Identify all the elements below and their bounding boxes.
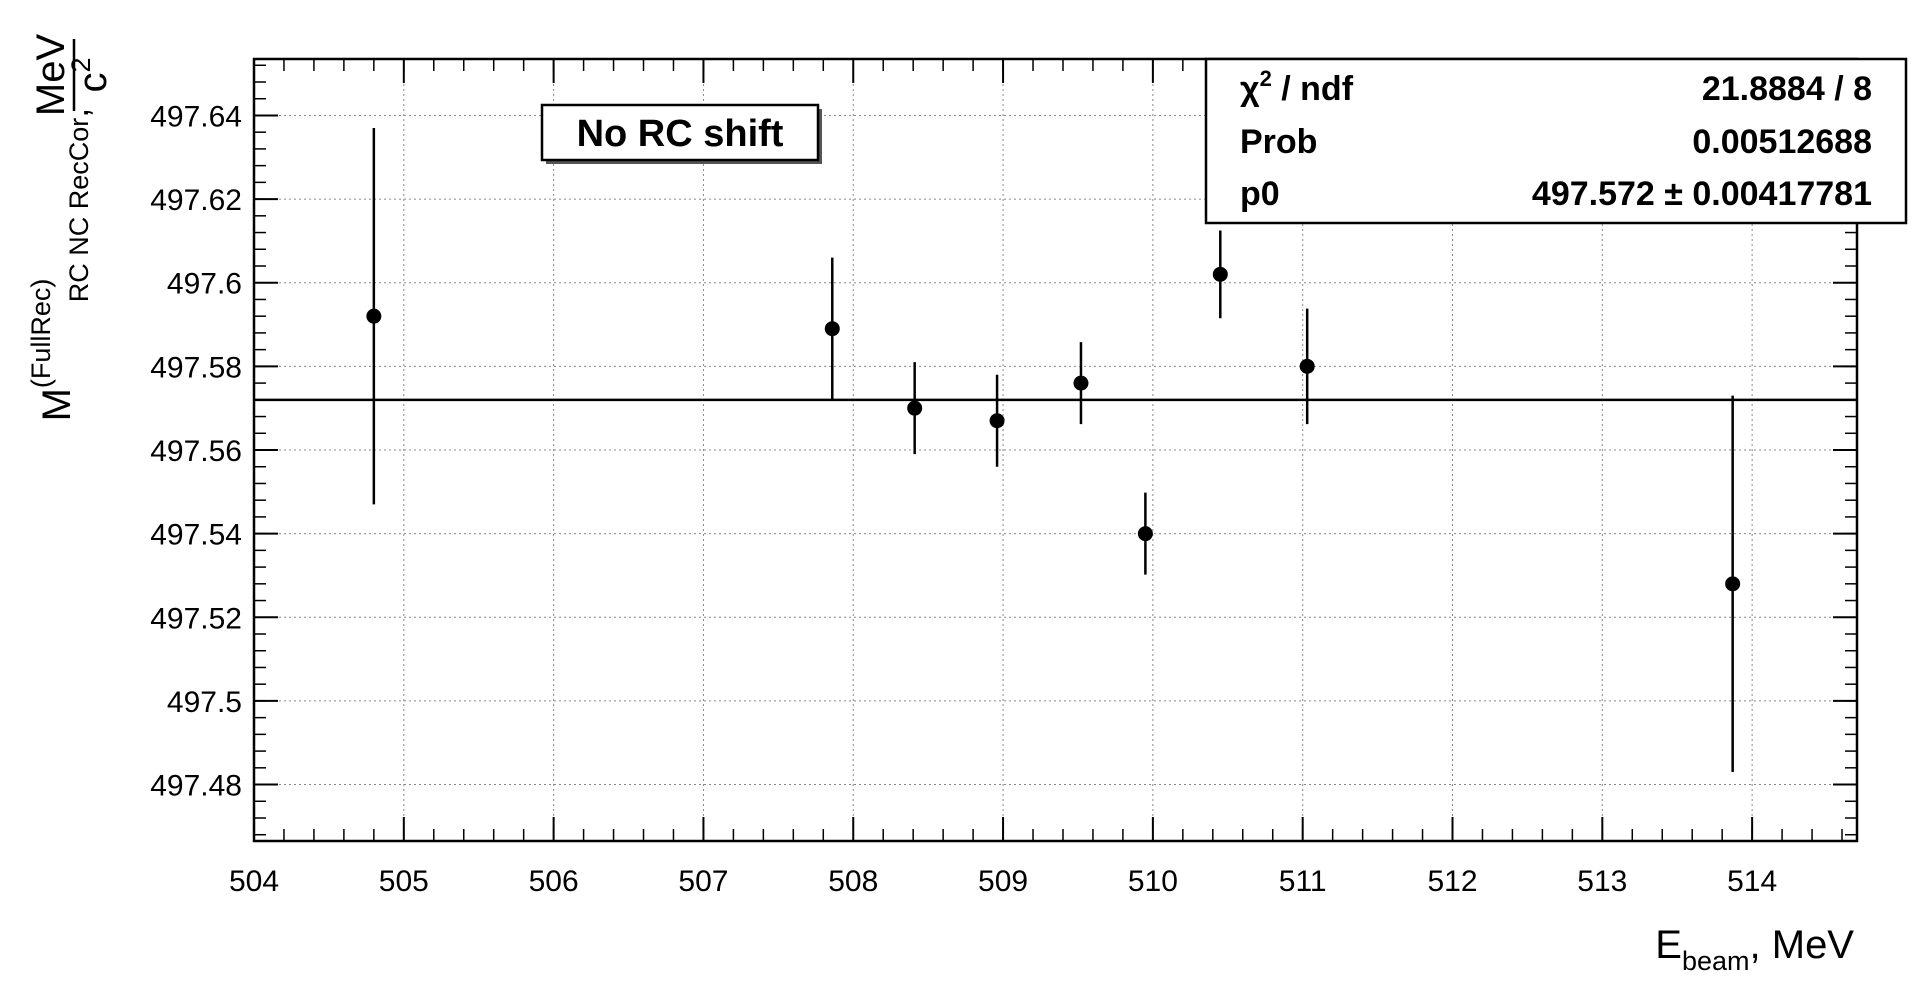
x-tick-label: 510 — [1128, 865, 1178, 898]
annotation-text: No RC shift — [577, 113, 784, 155]
data-point — [1299, 358, 1315, 374]
data-point — [1073, 375, 1089, 391]
y-tick-label: 497.64 — [150, 100, 242, 133]
y-tick-label: 497.62 — [150, 184, 242, 217]
data-point — [907, 400, 923, 416]
x-tick-label: 506 — [529, 865, 579, 898]
x-axis-title-sub: beam — [1682, 946, 1750, 976]
stats-row-label: p0 — [1240, 175, 1280, 213]
x-tick-label: 509 — [978, 865, 1028, 898]
stats-label-rest: / ndf — [1272, 70, 1354, 108]
stats-label-main: Prob — [1240, 123, 1317, 161]
stats-box: χ2 / ndf 21.8884 / 8 Prob 0.00512688 p0 497.5… — [1204, 57, 1908, 225]
y-tick-label: 497.48 — [150, 770, 242, 803]
data-point — [1212, 266, 1228, 282]
svg-text:RC NC RecCor,: RC NC RecCor, — [55, 108, 96, 303]
x-tick-labels: 504 505 506 507 508 509 510 511 512 513 514 — [229, 865, 1777, 898]
annotation-box: No RC shift — [540, 103, 822, 164]
y-axis-unit-den-sup: 2 — [66, 57, 96, 72]
stats-row-label: Prob — [1240, 123, 1317, 161]
x-axis-title: Ebeam, MeV — [1655, 923, 1854, 976]
data-point — [1137, 526, 1153, 542]
y-axis-unit-denominator: c2 — [66, 57, 115, 92]
x-tick-label: 504 — [229, 865, 279, 898]
y-axis-title-sub: RC NC RecCor — [64, 118, 94, 303]
x-axis-title-main: E — [1655, 923, 1682, 967]
x-tick-label: 512 — [1427, 865, 1477, 898]
stats-rows: χ2 / ndf 21.8884 / 8 Prob 0.00512688 p0 497.5… — [1240, 66, 1872, 213]
stats-background — [1204, 57, 1908, 225]
data-point — [824, 321, 840, 337]
stats-label-sup: 2 — [1260, 66, 1272, 91]
y-axis-unit-numerator: MeV — [29, 34, 73, 117]
y-axis-unit-den-base: c — [71, 73, 115, 93]
y-tick-label: 497.52 — [150, 602, 242, 635]
stats-row-value: 21.8884 / 8 — [1702, 70, 1872, 108]
x-axis-title-suffix: , MeV — [1750, 923, 1855, 967]
stats-row-value: 0.00512688 — [1692, 123, 1872, 161]
annotation-background — [540, 103, 820, 162]
y-tick-label: 497.56 — [150, 435, 242, 468]
stats-row-value: 497.572 ± 0.00417781 — [1532, 175, 1872, 213]
x-tick-label: 505 — [379, 865, 429, 898]
plot-frame — [252, 57, 1859, 843]
y-axis-title-main: M — [35, 388, 79, 421]
x-tick-label: 507 — [678, 865, 728, 898]
y-axis-title-sup: (FullRec) — [26, 279, 56, 389]
x-tick-label: 508 — [828, 865, 878, 898]
y-axis-title-comma: , — [55, 108, 96, 118]
stats-row-label: χ2 / ndf — [1240, 66, 1354, 108]
stats-label-main: p0 — [1240, 175, 1280, 213]
y-tick-label: 497.6 — [167, 268, 242, 301]
stats-label-main: χ — [1240, 70, 1260, 108]
y-tick-labels: 497.48 497.5 497.52 497.54 497.56 497.58 497.6… — [150, 100, 242, 802]
y-tick-label: 497.54 — [150, 519, 242, 552]
data-points — [366, 128, 1741, 772]
data-point — [1725, 576, 1741, 592]
y-tick-label: 497.5 — [167, 686, 242, 719]
data-point — [366, 308, 382, 324]
x-tick-label: 511 — [1279, 865, 1327, 898]
y-tick-label: 497.58 — [150, 351, 242, 384]
y-axis-title: M(FullRec) RC NC RecCor, MeV c2 — [26, 34, 115, 422]
svg-text:M(FullRec): M(FullRec) — [26, 279, 79, 422]
x-tick-label: 513 — [1577, 865, 1627, 898]
data-point — [989, 413, 1005, 429]
x-tick-label: 514 — [1727, 865, 1777, 898]
